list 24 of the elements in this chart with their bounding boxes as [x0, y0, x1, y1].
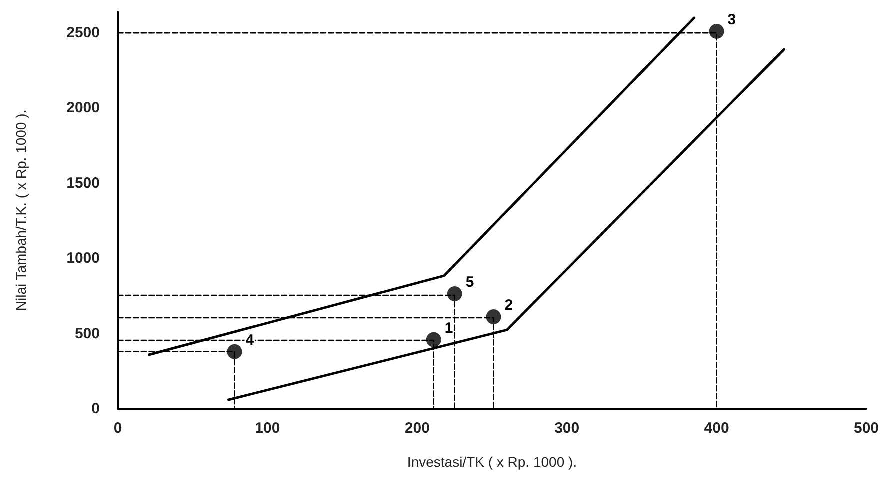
annotation: 5 — [466, 274, 474, 291]
x-tick-label: 300 — [554, 420, 580, 437]
point — [447, 286, 462, 302]
x-axis-title: Investasi/TK ( x Rp. 1000 ). — [407, 454, 578, 470]
y-tick-label: 500 — [74, 325, 100, 342]
point — [709, 24, 724, 40]
annotation: 1 — [444, 320, 454, 337]
x-tick-label: 100 — [255, 420, 280, 437]
y-tick-label: 1500 — [66, 174, 100, 192]
annotation: 2 — [504, 296, 514, 314]
y-tick-label: 2000 — [66, 100, 100, 117]
y-axis-title: Nilai Tambah/T.K. ( x Rp. 1000 ). — [13, 110, 29, 312]
y-tick-label: 0 — [92, 400, 100, 418]
x-tick-label: 500 — [854, 420, 879, 437]
annotation: 3 — [728, 12, 736, 29]
x-tick-label: 200 — [404, 420, 430, 437]
point — [227, 344, 242, 360]
point — [486, 309, 502, 324]
x-tick-label: 0 — [114, 420, 122, 437]
y-tick-label: 1000 — [66, 250, 100, 268]
annotation: 4 — [246, 332, 255, 349]
x-tick-label: 400 — [704, 420, 730, 437]
point — [426, 332, 442, 348]
y-tick-label: 2500 — [66, 24, 100, 42]
